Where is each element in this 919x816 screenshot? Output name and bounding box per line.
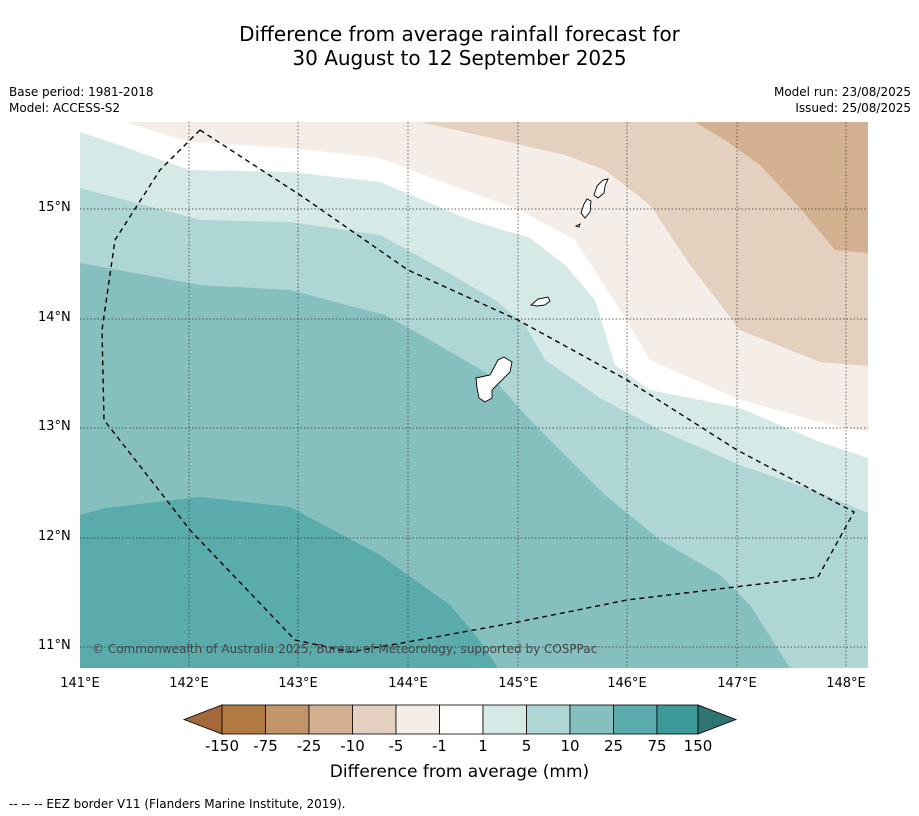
- lon-label: 142°E: [169, 676, 209, 691]
- lon-label: 145°E: [498, 676, 538, 691]
- island-aguijan: [574, 223, 581, 228]
- title-line-2: 30 August to 12 September 2025: [292, 46, 627, 70]
- colorbar-tick: -1: [432, 737, 447, 755]
- lon-label: 146°E: [607, 676, 647, 691]
- colorbar-segment: [613, 704, 658, 735]
- colorbar-tick: 150: [683, 737, 713, 755]
- eez-legend-note: -- -- -- EEZ border V11 (Flanders Marine…: [9, 797, 346, 811]
- colorbar-title: Difference from average (mm): [329, 762, 590, 782]
- lon-label: 148°E: [826, 676, 866, 691]
- colorbar-segment: [221, 704, 266, 735]
- colorbar-tick: 1: [478, 737, 488, 755]
- model-name: Model: ACCESS-S2: [9, 101, 121, 115]
- lat-label: 13°N: [38, 419, 71, 434]
- map-title: Difference from average rainfall forecas…: [0, 22, 919, 70]
- colorbar-segment: [265, 704, 310, 735]
- colorbar-tick: -150: [204, 737, 240, 755]
- issued-date: Issued: 25/08/2025: [795, 101, 911, 115]
- colorbar-segment: [482, 704, 527, 735]
- lat-label: 11°N: [38, 638, 71, 653]
- lat-label: 15°N: [38, 200, 71, 215]
- lon-label: 144°E: [388, 676, 428, 691]
- colorbar-tick: -75: [253, 737, 278, 755]
- lat-label: 12°N: [38, 529, 71, 544]
- colorbar-segment: [569, 704, 614, 735]
- colorbar-segment: [308, 704, 353, 735]
- rainfall-contours: [80, 122, 868, 668]
- base-period: Base period: 1981-2018: [9, 85, 154, 99]
- colorbar-low-extension: [182, 704, 223, 735]
- meta-right: Model run: 23/08/2025 Issued: 25/08/2025: [774, 84, 911, 116]
- colorbar-high-extension: [697, 704, 738, 735]
- colorbar-tick: 75: [647, 737, 667, 755]
- colorbar-tick: 10: [560, 737, 580, 755]
- island-tinian: [580, 198, 592, 219]
- colorbar-segment: [439, 704, 484, 735]
- copyright-notice: © Commonwealth of Australia 2025, Bureau…: [92, 642, 598, 656]
- band-minus5-to-minus10: [420, 122, 868, 366]
- colorbar-tick: 5: [521, 737, 532, 755]
- lon-label: 147°E: [717, 676, 757, 691]
- colorbar-segment: [352, 704, 397, 735]
- colorbar-segment: [656, 704, 699, 735]
- colorbar-segment: [526, 704, 571, 735]
- colorbar-segment: [395, 704, 440, 735]
- lat-label: 14°N: [38, 310, 71, 325]
- title-line-1: Difference from average rainfall forecas…: [239, 22, 680, 46]
- colorbar-tick: -10: [340, 737, 365, 755]
- graticule: [80, 122, 868, 668]
- colorbar: [182, 704, 738, 735]
- island-guam: [475, 356, 513, 403]
- island-rota: [529, 296, 551, 307]
- band-25-to-75: [80, 497, 498, 668]
- meta-left: Base period: 1981-2018 Model: ACCESS-S2: [9, 84, 154, 116]
- eez-border: [101, 129, 855, 653]
- lon-label: 143°E: [278, 676, 318, 691]
- colorbar-tick: -5: [388, 737, 404, 755]
- band-minus10-to-minus25: [695, 122, 868, 253]
- lon-label: 141°E: [60, 676, 100, 691]
- colorbar-tick: 25: [603, 737, 624, 755]
- island-saipan: [593, 178, 609, 199]
- model-run: Model run: 23/08/2025: [773, 85, 911, 99]
- colorbar-tick: -25: [296, 737, 322, 755]
